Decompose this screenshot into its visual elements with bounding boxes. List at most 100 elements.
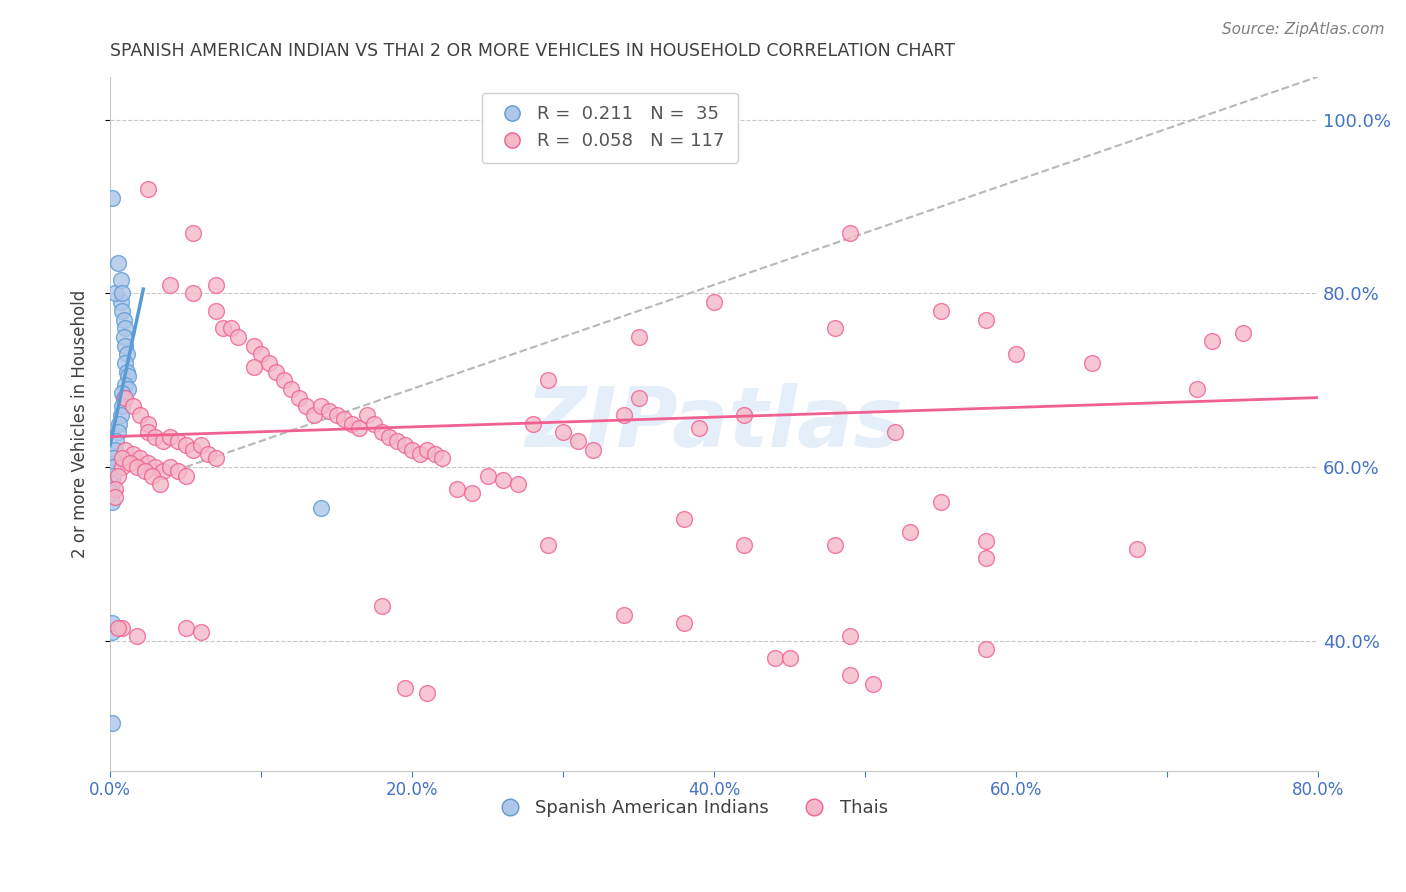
Point	[104, 286, 127, 301]
Point	[1232, 326, 1254, 340]
Point	[159, 430, 181, 444]
Point	[627, 330, 650, 344]
Point	[1080, 356, 1102, 370]
Point	[1005, 347, 1028, 361]
Point	[432, 451, 454, 466]
Point	[612, 408, 634, 422]
Point	[167, 434, 190, 448]
Point	[349, 421, 371, 435]
Point	[1187, 382, 1209, 396]
Point	[159, 460, 181, 475]
Point	[115, 347, 138, 361]
Point	[100, 486, 122, 500]
Point	[264, 365, 287, 379]
Point	[141, 468, 163, 483]
Point	[839, 668, 862, 682]
Point	[145, 430, 167, 444]
Point	[111, 399, 134, 413]
Point	[371, 425, 394, 440]
Point	[104, 442, 127, 457]
Point	[929, 494, 952, 508]
Point	[703, 295, 725, 310]
Point	[136, 456, 159, 470]
Point	[136, 182, 159, 196]
Point	[181, 226, 204, 240]
Point	[117, 382, 139, 396]
Point	[204, 303, 226, 318]
Point	[492, 473, 515, 487]
Point	[974, 551, 997, 566]
Legend: Spanish American Indians, Thais: Spanish American Indians, Thais	[485, 792, 896, 824]
Point	[522, 417, 544, 431]
Point	[110, 273, 132, 287]
Point	[295, 399, 318, 413]
Point	[118, 456, 141, 470]
Point	[115, 365, 138, 379]
Point	[111, 460, 134, 475]
Point	[108, 417, 131, 431]
Point	[204, 277, 226, 292]
Text: Source: ZipAtlas.com: Source: ZipAtlas.com	[1222, 22, 1385, 37]
Point	[100, 477, 122, 491]
Point	[107, 425, 129, 440]
Point	[824, 321, 846, 335]
Point	[174, 468, 197, 483]
Point	[333, 412, 356, 426]
Point	[288, 391, 311, 405]
Point	[111, 386, 134, 401]
Point	[114, 321, 136, 335]
Point	[100, 624, 122, 639]
Point	[1201, 334, 1223, 349]
Point	[127, 629, 149, 643]
Point	[311, 500, 333, 515]
Point	[356, 408, 378, 422]
Point	[145, 460, 167, 475]
Point	[862, 677, 884, 691]
Point	[111, 621, 134, 635]
Point	[394, 438, 416, 452]
Text: ZIPatlas: ZIPatlas	[526, 384, 903, 464]
Point	[537, 373, 560, 387]
Point	[884, 425, 907, 440]
Point	[250, 347, 273, 361]
Point	[537, 538, 560, 552]
Point	[174, 438, 197, 452]
Point	[105, 434, 128, 448]
Point	[197, 447, 219, 461]
Point	[340, 417, 363, 431]
Point	[672, 512, 695, 526]
Point	[111, 303, 134, 318]
Point	[461, 486, 484, 500]
Point	[149, 477, 172, 491]
Point	[733, 538, 755, 552]
Point	[311, 399, 333, 413]
Point	[394, 681, 416, 696]
Point	[100, 191, 122, 205]
Point	[167, 464, 190, 478]
Point	[114, 338, 136, 352]
Point	[477, 468, 499, 483]
Point	[104, 482, 127, 496]
Point	[974, 642, 997, 657]
Point	[627, 391, 650, 405]
Point	[567, 434, 589, 448]
Point	[385, 434, 408, 448]
Point	[114, 356, 136, 370]
Point	[1126, 542, 1149, 557]
Point	[551, 425, 574, 440]
Point	[204, 451, 226, 466]
Point	[612, 607, 634, 622]
Point	[104, 491, 127, 505]
Point	[839, 226, 862, 240]
Point	[839, 629, 862, 643]
Point	[112, 312, 135, 326]
Point	[129, 451, 152, 466]
Point	[318, 403, 340, 417]
Point	[181, 286, 204, 301]
Point	[219, 321, 242, 335]
Point	[107, 256, 129, 270]
Point	[152, 464, 174, 478]
Point	[101, 460, 124, 475]
Point	[121, 399, 143, 413]
Point	[280, 382, 302, 396]
